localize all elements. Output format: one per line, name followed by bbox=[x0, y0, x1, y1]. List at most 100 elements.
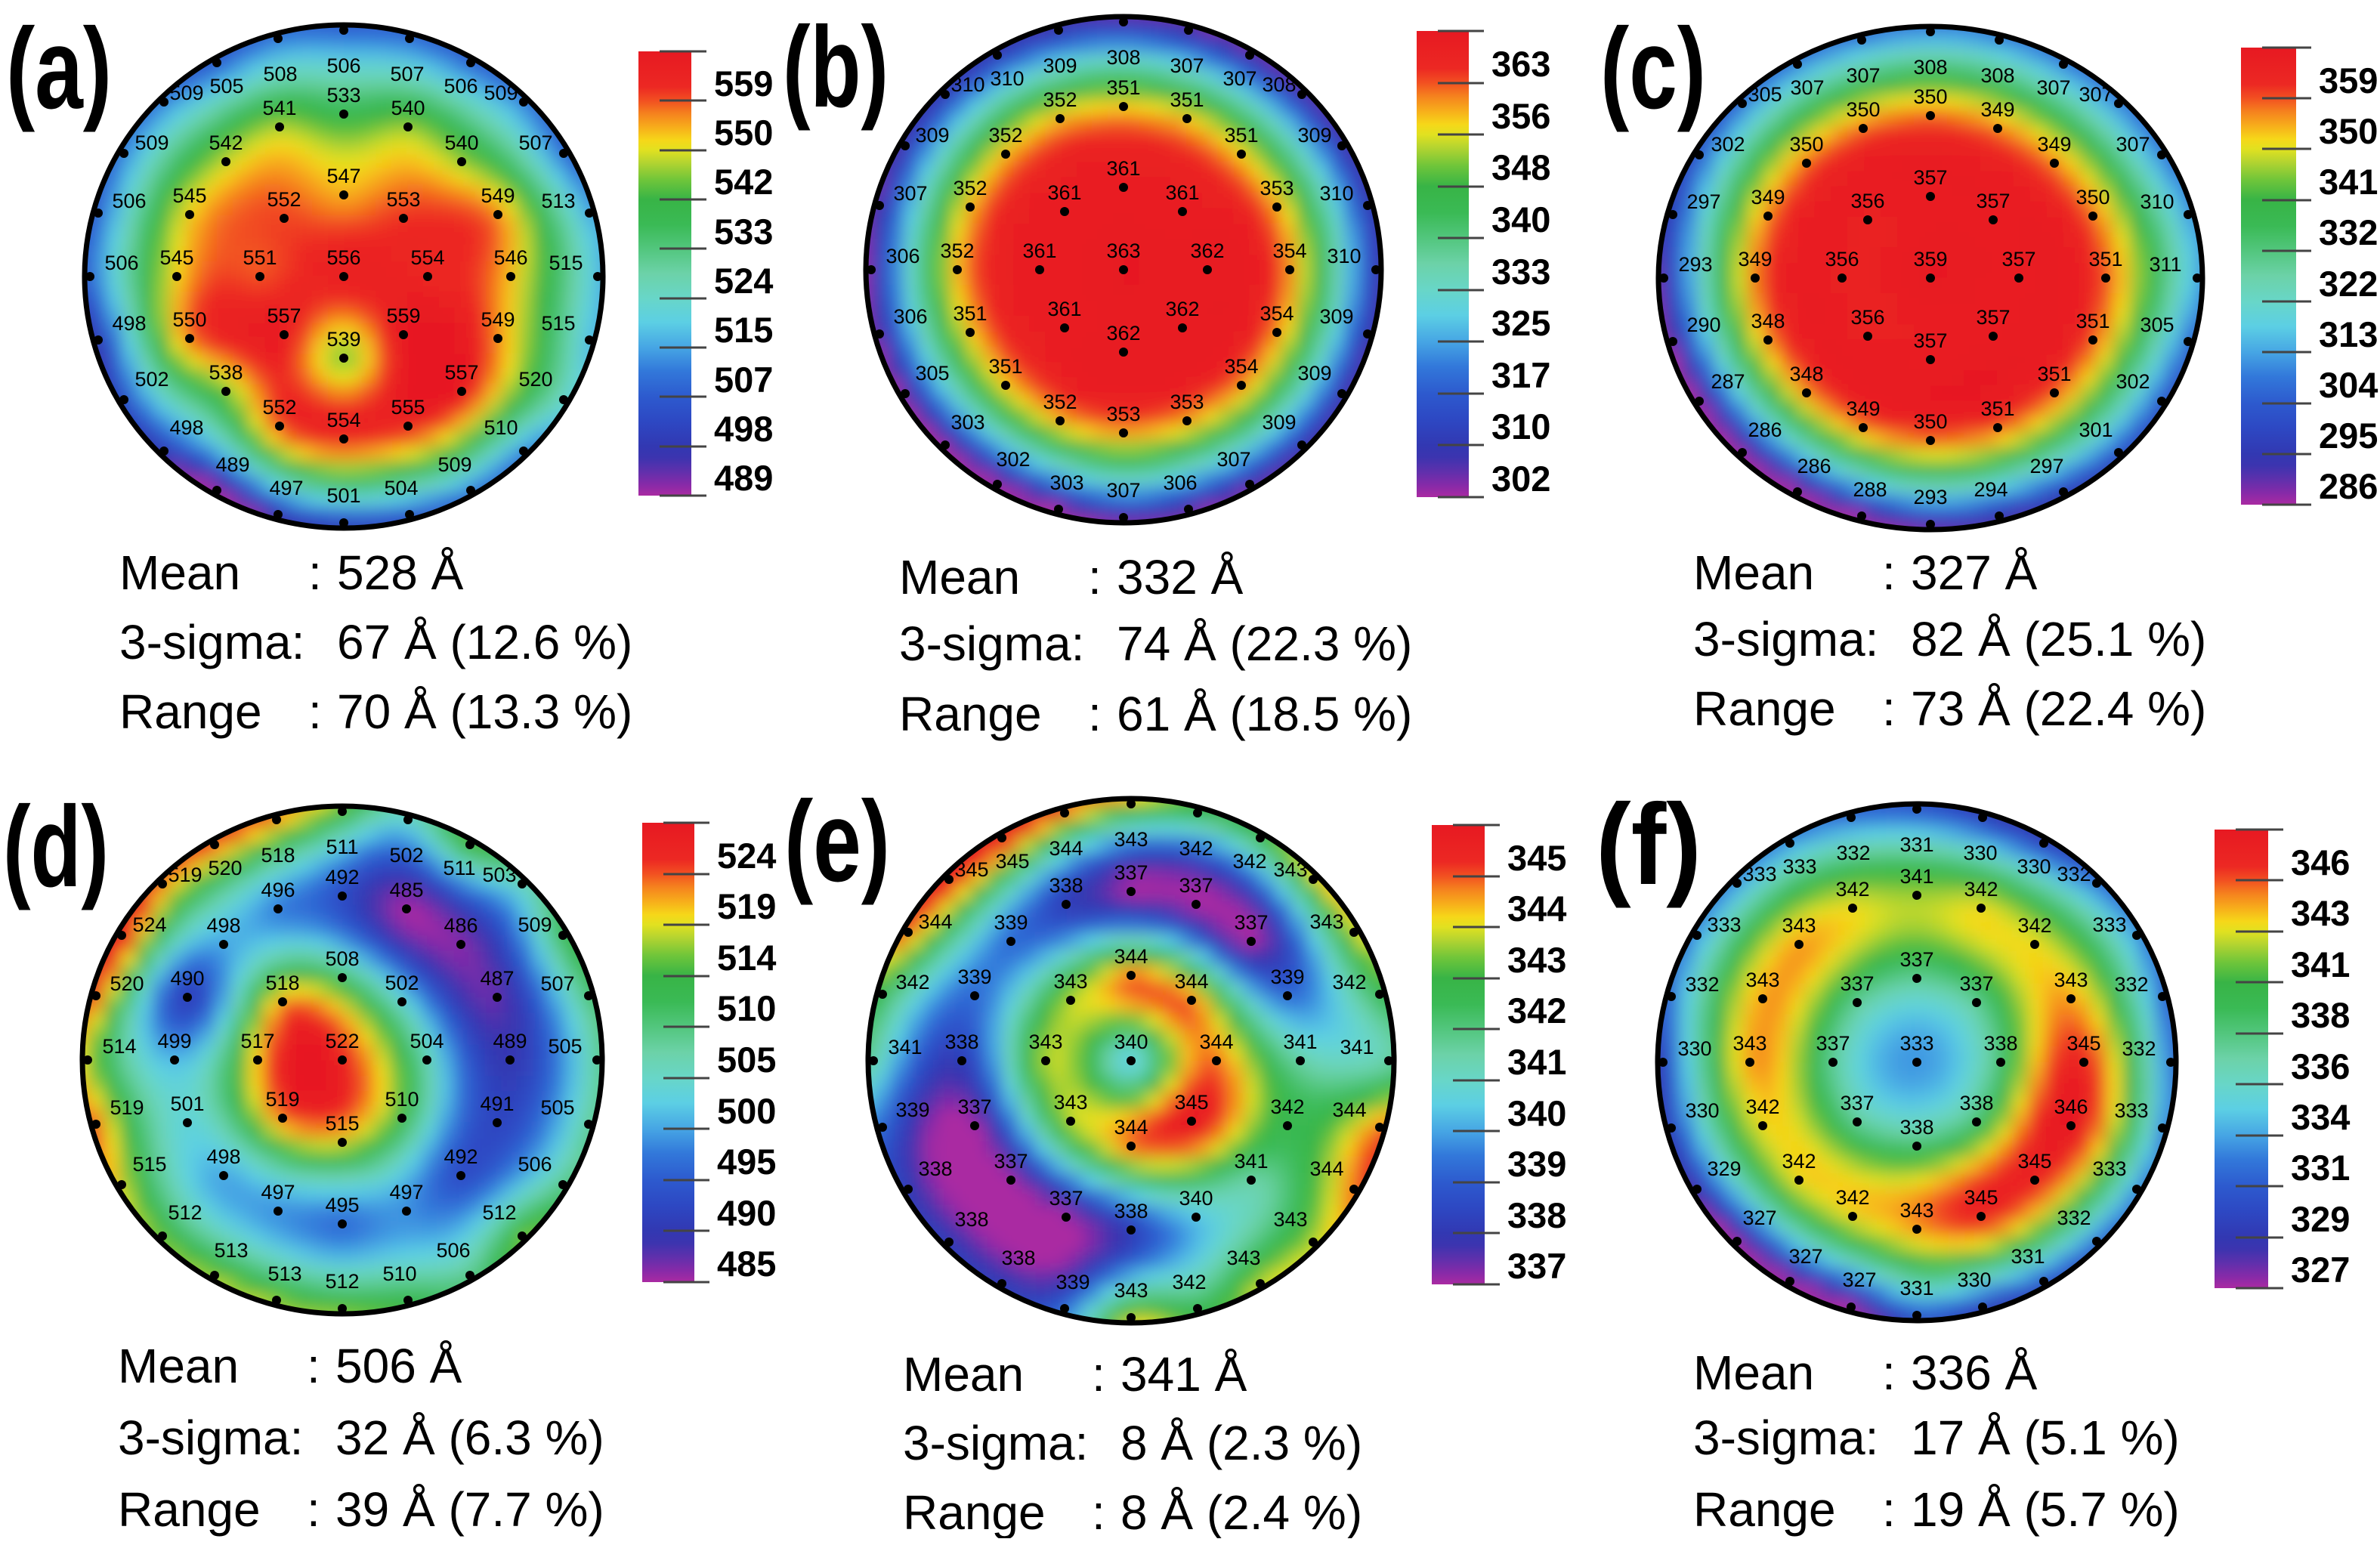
svg-text:509: 509 bbox=[437, 453, 471, 476]
svg-text:348: 348 bbox=[1491, 147, 1550, 187]
svg-text:518: 518 bbox=[261, 844, 295, 867]
svg-text:310: 310 bbox=[1491, 406, 1550, 447]
svg-text:3-sigma:: 3-sigma: bbox=[119, 615, 304, 669]
svg-text:507: 507 bbox=[518, 131, 552, 154]
svg-text:332: 332 bbox=[2319, 212, 2378, 252]
svg-text:307: 307 bbox=[2116, 133, 2150, 156]
svg-text:32 Å (6.3 %): 32 Å (6.3 %) bbox=[335, 1411, 604, 1465]
svg-text:304: 304 bbox=[2319, 365, 2378, 405]
svg-text:359: 359 bbox=[2319, 60, 2378, 100]
svg-text:362: 362 bbox=[1190, 239, 1224, 262]
svg-text:293: 293 bbox=[1678, 253, 1712, 276]
svg-text:361: 361 bbox=[1106, 157, 1140, 180]
svg-text:307: 307 bbox=[1216, 448, 1250, 471]
svg-text:550: 550 bbox=[172, 308, 206, 331]
svg-text:340: 340 bbox=[1491, 199, 1550, 239]
svg-text:499: 499 bbox=[157, 1030, 191, 1052]
svg-text:305: 305 bbox=[915, 362, 949, 385]
svg-text:497: 497 bbox=[389, 1181, 423, 1204]
svg-text:545: 545 bbox=[172, 184, 206, 207]
svg-text:540: 540 bbox=[444, 131, 478, 154]
svg-text:362: 362 bbox=[1106, 322, 1140, 345]
svg-text:310: 310 bbox=[1327, 245, 1361, 267]
svg-text:350: 350 bbox=[1913, 410, 1947, 433]
svg-text:Range: Range bbox=[899, 687, 1042, 741]
svg-text:497: 497 bbox=[261, 1181, 295, 1204]
svg-text:503: 503 bbox=[482, 864, 516, 886]
svg-text:308: 308 bbox=[1262, 73, 1296, 96]
svg-text:557: 557 bbox=[444, 361, 478, 384]
svg-text:308: 308 bbox=[1913, 56, 1947, 79]
svg-text:357: 357 bbox=[1976, 306, 2010, 329]
svg-text:307: 307 bbox=[2036, 76, 2070, 99]
svg-text:533: 533 bbox=[714, 212, 773, 252]
svg-text:512: 512 bbox=[325, 1270, 359, 1293]
svg-text:514: 514 bbox=[102, 1035, 136, 1058]
svg-text:515: 515 bbox=[132, 1153, 166, 1176]
svg-text:538: 538 bbox=[209, 361, 243, 384]
svg-text:512: 512 bbox=[168, 1201, 202, 1224]
svg-text:486: 486 bbox=[444, 914, 478, 937]
svg-text:501: 501 bbox=[170, 1092, 204, 1115]
svg-text:498: 498 bbox=[714, 409, 773, 449]
svg-text:303: 303 bbox=[1049, 471, 1083, 494]
svg-text:67 Å (12.6 %): 67 Å (12.6 %) bbox=[337, 615, 632, 669]
svg-text:540: 540 bbox=[391, 97, 425, 119]
svg-text:313: 313 bbox=[2319, 314, 2378, 354]
svg-text:309: 309 bbox=[1297, 362, 1331, 385]
svg-text:492: 492 bbox=[325, 866, 359, 888]
svg-text:557: 557 bbox=[267, 304, 301, 327]
svg-text:307: 307 bbox=[2079, 83, 2113, 106]
svg-text:520: 520 bbox=[518, 368, 552, 391]
svg-text:352: 352 bbox=[1043, 391, 1077, 413]
svg-text::: : bbox=[1882, 681, 1896, 736]
svg-text:513: 513 bbox=[267, 1262, 301, 1285]
svg-text:309: 309 bbox=[1297, 124, 1331, 147]
svg-text:350: 350 bbox=[1846, 98, 1880, 121]
svg-text:82 Å (25.1 %): 82 Å (25.1 %) bbox=[1911, 612, 2206, 666]
svg-text:307: 307 bbox=[1846, 64, 1880, 87]
svg-text:487: 487 bbox=[480, 967, 514, 990]
svg-text:348: 348 bbox=[1789, 363, 1823, 385]
svg-text:Mean: Mean bbox=[1693, 545, 1814, 600]
svg-text:515: 515 bbox=[714, 310, 773, 350]
svg-text:354: 354 bbox=[1224, 355, 1258, 378]
svg-text:356: 356 bbox=[1850, 306, 1884, 329]
svg-text:500: 500 bbox=[717, 1091, 776, 1131]
svg-text:505: 505 bbox=[717, 1040, 776, 1080]
svg-text:39 Å (7.7 %): 39 Å (7.7 %) bbox=[335, 1482, 604, 1537]
svg-text:524: 524 bbox=[132, 913, 166, 936]
svg-text:349: 349 bbox=[1738, 248, 1772, 270]
svg-text:305: 305 bbox=[1748, 83, 1782, 106]
svg-text:524: 524 bbox=[717, 836, 776, 876]
svg-text:506: 506 bbox=[112, 190, 146, 212]
svg-text:325: 325 bbox=[1491, 303, 1550, 343]
svg-text:349: 349 bbox=[1980, 98, 2014, 121]
svg-text:505: 505 bbox=[548, 1035, 582, 1058]
svg-text:549: 549 bbox=[481, 184, 515, 207]
svg-text:73 Å (22.4 %): 73 Å (22.4 %) bbox=[1911, 681, 2206, 736]
svg-text:350: 350 bbox=[1789, 133, 1823, 156]
svg-text:515: 515 bbox=[549, 252, 583, 274]
svg-text:297: 297 bbox=[1686, 190, 1720, 213]
svg-text:294: 294 bbox=[1974, 478, 2008, 501]
svg-text:354: 354 bbox=[1272, 239, 1306, 262]
svg-text:306: 306 bbox=[893, 305, 927, 328]
svg-text:352: 352 bbox=[988, 124, 1022, 147]
svg-text:(d): (d) bbox=[3, 783, 109, 911]
svg-text:308: 308 bbox=[1980, 64, 2014, 87]
svg-text:506: 506 bbox=[444, 75, 478, 97]
svg-text:506 Å: 506 Å bbox=[335, 1339, 462, 1393]
svg-text:489: 489 bbox=[493, 1030, 527, 1052]
svg-text:502: 502 bbox=[389, 844, 423, 867]
svg-text:545: 545 bbox=[159, 246, 193, 269]
svg-text:310: 310 bbox=[990, 67, 1024, 90]
svg-text:307: 307 bbox=[1790, 76, 1824, 99]
svg-text:508: 508 bbox=[325, 947, 359, 970]
svg-text:301: 301 bbox=[2079, 419, 2113, 441]
svg-text:506: 506 bbox=[104, 252, 138, 274]
svg-text:522: 522 bbox=[325, 1030, 359, 1052]
svg-text:Range: Range bbox=[118, 1482, 261, 1537]
svg-text:504: 504 bbox=[410, 1030, 444, 1052]
svg-text:317: 317 bbox=[1491, 355, 1550, 395]
